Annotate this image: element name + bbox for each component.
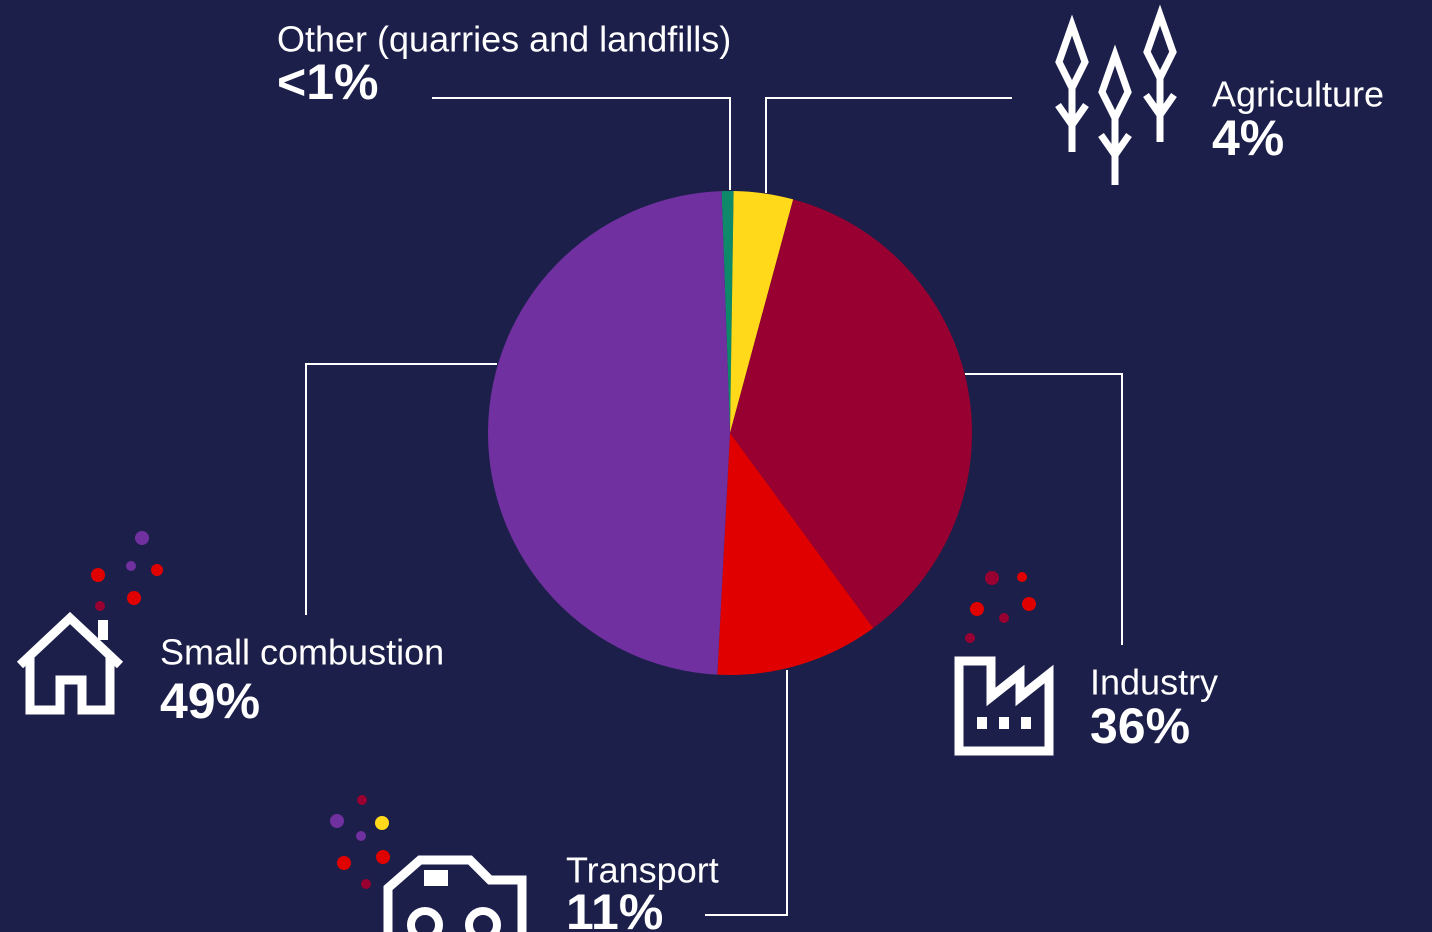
slice-label: Agriculture xyxy=(1212,74,1384,115)
leader-line xyxy=(965,373,1123,645)
value-label: 4% xyxy=(1212,110,1284,166)
slice-label: Transport xyxy=(566,850,719,891)
emission-dots xyxy=(91,531,1036,889)
house-icon xyxy=(16,611,124,715)
leader-line xyxy=(432,97,731,190)
slice-label: Industry xyxy=(1090,662,1218,703)
factory-icon xyxy=(954,656,1054,756)
value-label: <1% xyxy=(277,54,378,110)
pie-slice xyxy=(730,191,794,433)
value-label: 36% xyxy=(1090,698,1190,754)
agriculture-icon xyxy=(1055,4,1177,185)
slice-label: Small combustion xyxy=(160,632,444,673)
value-label: 11% xyxy=(566,884,663,932)
pie xyxy=(488,190,972,675)
leader-line xyxy=(765,97,1012,193)
slice-label: Other (quarries and landfills) xyxy=(277,19,731,60)
pie-slice xyxy=(730,199,972,629)
car-icon xyxy=(383,855,527,932)
pie-slice xyxy=(721,190,734,433)
pie-slice xyxy=(717,433,874,675)
pie-slice xyxy=(488,191,730,675)
leader-line xyxy=(305,363,497,615)
leader-line xyxy=(705,670,788,916)
value-label: 49% xyxy=(160,673,260,729)
